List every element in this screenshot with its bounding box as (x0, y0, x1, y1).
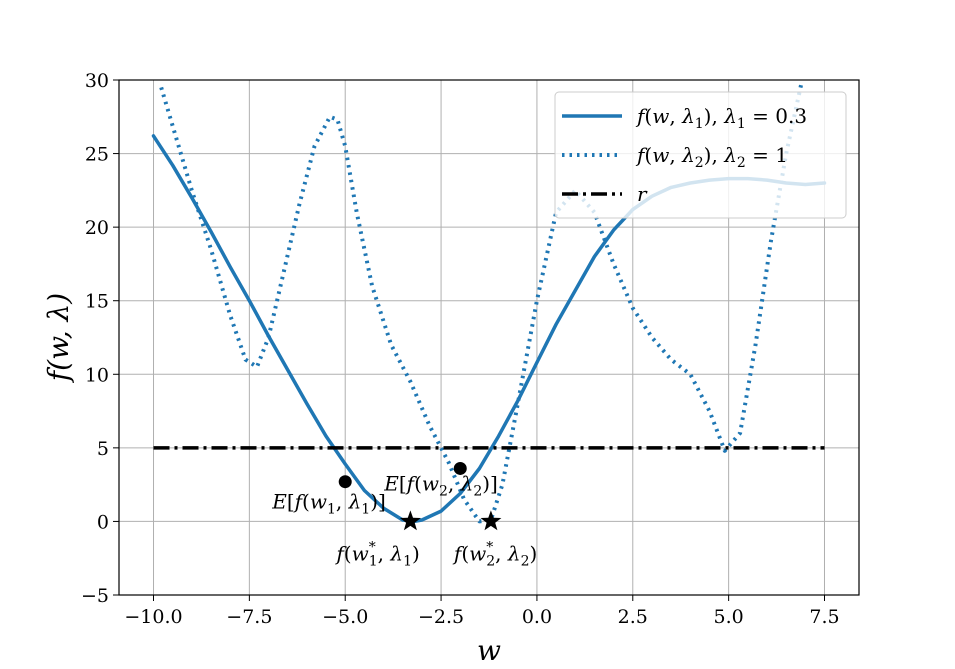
markers-layer: E[f(w1, λ1)]E[f(w2, λ2)] f(w* 1, λ1) f(w* 2,… (271, 461, 537, 569)
series-line-1 (159, 82, 804, 524)
x-tick-label: −10.0 (124, 606, 182, 628)
x-tick-label: −5.0 (322, 606, 368, 628)
y-tick-label: −5 (81, 585, 109, 607)
y-tick-label: 25 (85, 144, 109, 166)
point-label-3: f(w* 2, λ2) (452, 539, 537, 569)
legend-label-0: f(w, λ1), λ1 = 0.3 (635, 104, 807, 132)
plot-frame (118, 79, 860, 596)
y-tick-label: 5 (97, 438, 109, 460)
y-tick-label: 0 (97, 511, 109, 533)
y-tick-label: 15 (85, 291, 109, 313)
y-axis-label: f(w, λ) (42, 293, 75, 383)
x-tick-label: 0.0 (522, 606, 552, 628)
x-tick-label: 5.0 (714, 606, 744, 628)
y-tick-label: 10 (85, 364, 109, 386)
point-label-0: E[f(w1, λ1)] (271, 490, 386, 518)
legend-label-2: r (637, 182, 648, 206)
x-axis-label: w (477, 634, 501, 667)
y-tick-label: 20 (85, 217, 109, 239)
legend-label-1: f(w, λ2), λ2 = 1 (635, 143, 788, 171)
point-marker-1 (453, 461, 467, 475)
y-tick-label: 30 (85, 70, 109, 92)
ticks-layer: −10.0 −7.5 −5.0 −2.5 0.0 2.5 5.0 7.5 −5 0 5 10 15 20 2… (81, 70, 840, 628)
point-label-2: f(w* 1, λ1) (334, 539, 419, 569)
x-tick-label: 2.5 (618, 606, 648, 628)
x-tick-label: −2.5 (418, 606, 464, 628)
point-marker-0 (338, 475, 352, 489)
point-label-1: E[f(w2, λ2)] (383, 471, 498, 499)
star-marker-2 (399, 510, 421, 531)
legend-box (554, 91, 847, 219)
star-marker-3 (480, 510, 502, 531)
x-tick-label: 7.5 (809, 606, 839, 628)
legend: f(w, λ1), λ1 = 0.3 f(w, λ2), λ2 = 1 r (554, 91, 847, 219)
x-tick-label: −7.5 (226, 606, 272, 628)
